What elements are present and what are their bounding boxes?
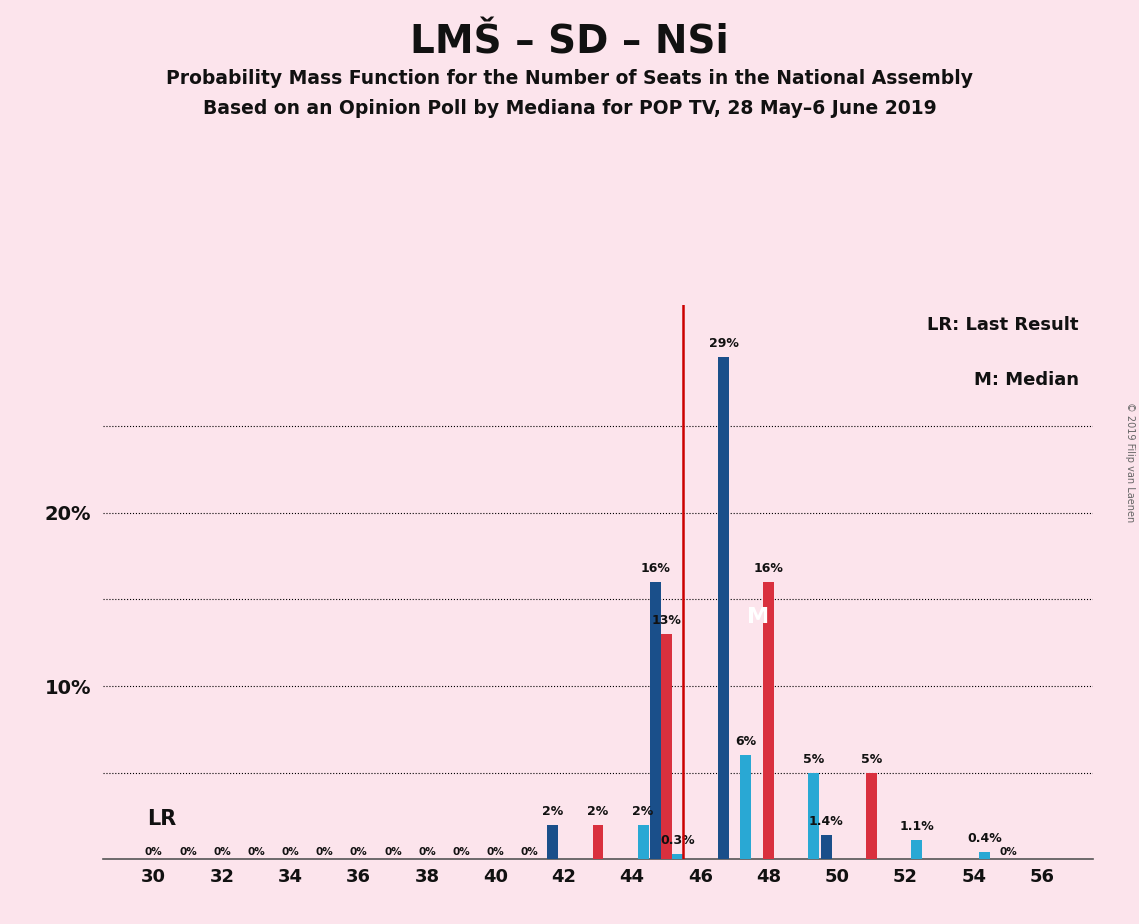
- Bar: [650, 582, 661, 859]
- Text: 0%: 0%: [247, 846, 265, 857]
- Text: 0.4%: 0.4%: [967, 833, 1002, 845]
- Bar: [672, 854, 682, 859]
- Text: 0%: 0%: [145, 846, 163, 857]
- Text: 13%: 13%: [652, 614, 681, 627]
- Text: 0%: 0%: [521, 846, 539, 857]
- Text: 2%: 2%: [542, 805, 564, 818]
- Bar: [638, 824, 648, 859]
- Bar: [809, 772, 819, 859]
- Text: 0%: 0%: [999, 846, 1017, 857]
- Text: M: Median: M: Median: [974, 371, 1079, 389]
- Text: Based on an Opinion Poll by Mediana for POP TV, 28 May–6 June 2019: Based on an Opinion Poll by Mediana for …: [203, 99, 936, 118]
- Bar: [548, 824, 558, 859]
- Text: 0%: 0%: [452, 846, 470, 857]
- Text: 0%: 0%: [350, 846, 368, 857]
- Bar: [821, 835, 831, 859]
- Text: 0%: 0%: [418, 846, 436, 857]
- Text: 1.1%: 1.1%: [899, 821, 934, 833]
- Text: 0%: 0%: [316, 846, 334, 857]
- Text: LR: LR: [147, 808, 177, 829]
- Bar: [740, 756, 751, 859]
- Text: 1.4%: 1.4%: [809, 815, 844, 828]
- Text: 6%: 6%: [735, 736, 756, 748]
- Text: 5%: 5%: [861, 753, 882, 766]
- Text: LMŠ – SD – NSi: LMŠ – SD – NSi: [410, 23, 729, 61]
- Text: 2%: 2%: [588, 805, 608, 818]
- Text: © 2019 Filip van Laenen: © 2019 Filip van Laenen: [1125, 402, 1134, 522]
- Bar: [661, 634, 672, 859]
- Text: 29%: 29%: [708, 337, 739, 350]
- Text: 0%: 0%: [281, 846, 300, 857]
- Text: LR: Last Result: LR: Last Result: [927, 316, 1079, 334]
- Text: 0%: 0%: [384, 846, 402, 857]
- Text: 5%: 5%: [803, 753, 825, 766]
- Text: 0%: 0%: [213, 846, 231, 857]
- Text: 16%: 16%: [640, 562, 671, 575]
- Bar: [911, 840, 921, 859]
- Text: 0%: 0%: [179, 846, 197, 857]
- Bar: [866, 772, 877, 859]
- Text: 2%: 2%: [632, 805, 654, 818]
- Text: M: M: [747, 607, 769, 626]
- Bar: [763, 582, 775, 859]
- Bar: [592, 824, 604, 859]
- Text: 16%: 16%: [754, 562, 784, 575]
- Text: 0%: 0%: [486, 846, 505, 857]
- Bar: [980, 852, 990, 859]
- Bar: [719, 357, 729, 859]
- Text: 0.3%: 0.3%: [659, 834, 695, 847]
- Text: Probability Mass Function for the Number of Seats in the National Assembly: Probability Mass Function for the Number…: [166, 69, 973, 89]
